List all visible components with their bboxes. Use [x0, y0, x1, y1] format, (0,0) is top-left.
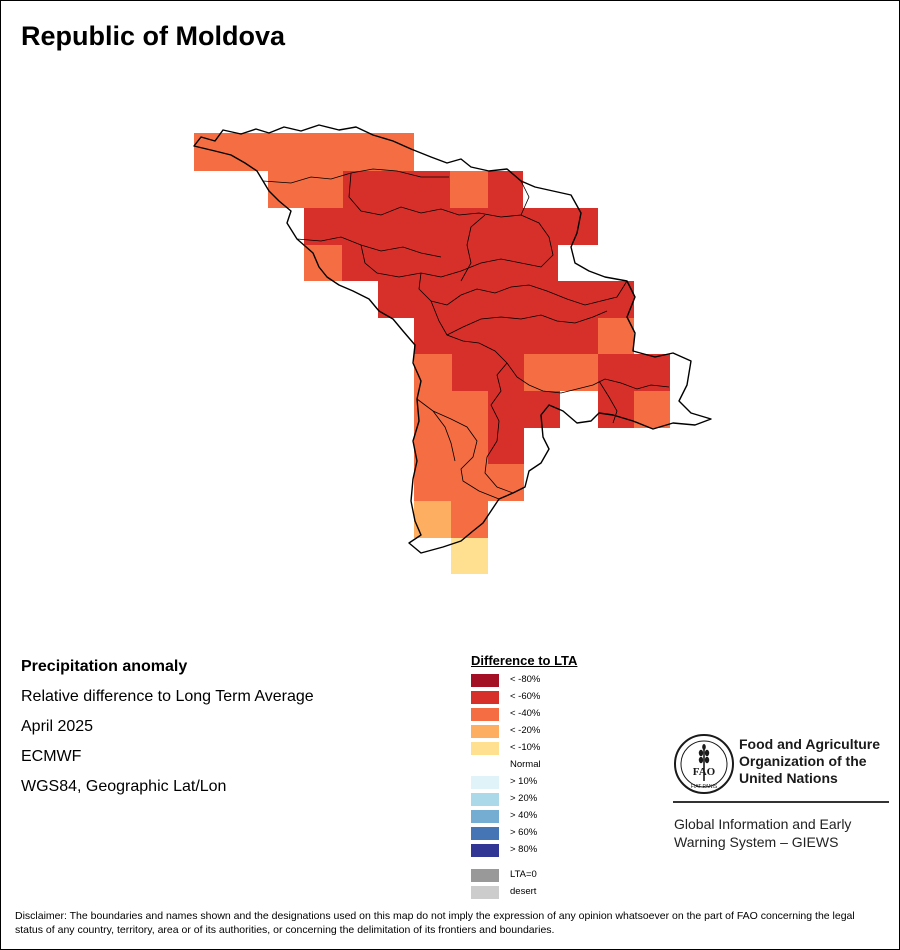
raster-cell	[524, 354, 598, 391]
legend-item: < -40%	[471, 707, 651, 724]
fao-emblem-letters: FAO	[693, 766, 716, 778]
map-projection: WGS84, Geographic Lat/Lon	[21, 778, 227, 795]
raster-cell	[378, 281, 634, 318]
legend-label: LTA=0	[510, 869, 537, 880]
raster-cell	[452, 354, 524, 391]
giews-name: Global Information and Early Warning Sys…	[674, 816, 852, 850]
raster-cell	[343, 171, 450, 208]
raster-cell	[268, 171, 343, 208]
legend-item: LTA=0	[471, 868, 651, 885]
admin-boundaries	[262, 168, 670, 500]
legend-swatch	[471, 742, 499, 755]
raster-cell	[414, 464, 524, 501]
legend-item: < -10%	[471, 741, 651, 758]
country-boundary	[193, 124, 712, 554]
fao-emblem-icon: FAO FIAT PANIS	[674, 734, 734, 794]
legend-swatch	[471, 725, 499, 738]
legend-swatch	[471, 869, 499, 882]
raster-cell	[488, 428, 524, 464]
legend-title: Difference to LTA	[471, 653, 578, 668]
fao-logo-block: FAO FIAT PANIS Food and Agriculture Orga…	[673, 733, 889, 853]
logo-divider	[673, 801, 889, 803]
map-variable: Precipitation anomaly	[21, 658, 188, 675]
raster-cell	[634, 391, 670, 428]
raster-cell	[450, 171, 488, 208]
legend-swatch	[471, 810, 499, 823]
map-title: Republic of Moldova	[21, 21, 286, 51]
map-info: Precipitation anomaly Relative differenc…	[21, 657, 314, 807]
raster-cell	[598, 318, 634, 354]
legend: Difference to LTA < -80% < -60% < -40% < -2…	[471, 653, 651, 902]
legend-item: desert	[471, 885, 651, 902]
legend-swatch	[471, 691, 499, 704]
legend-item: > 10%	[471, 775, 651, 792]
raster-cell	[488, 391, 560, 428]
legend-swatch	[471, 776, 499, 789]
legend-item: < -80%	[471, 673, 651, 690]
anomaly-raster	[194, 133, 670, 574]
legend-swatch	[471, 708, 499, 721]
legend-item: > 40%	[471, 809, 651, 826]
legend-swatch	[471, 674, 499, 687]
legend-label: < -20%	[510, 725, 541, 736]
legend-item: Normal	[471, 758, 651, 775]
legend-label: > 20%	[510, 793, 538, 804]
legend-swatch	[471, 844, 499, 857]
raster-cell	[414, 391, 488, 428]
legend-label: > 60%	[510, 827, 538, 838]
raster-cell	[451, 538, 488, 574]
legend-item: > 20%	[471, 792, 651, 809]
legend-item: < -60%	[471, 690, 651, 707]
legend-swatch	[471, 793, 499, 806]
legend-item: > 60%	[471, 826, 651, 843]
fao-emblem-motto: FIAT PANIS	[691, 784, 718, 790]
raster-cell	[414, 428, 488, 464]
legend-label: < -40%	[510, 708, 541, 719]
fao-org-name: Food and Agriculture Organization of the…	[739, 736, 881, 786]
map-description: Relative difference to Long Term Average	[21, 688, 314, 705]
legend-label: < -10%	[510, 742, 541, 753]
legend-label: < -60%	[510, 691, 541, 702]
raster-cell	[414, 318, 598, 354]
legend-label: desert	[510, 886, 537, 897]
legend-label: > 10%	[510, 776, 538, 787]
legend-swatch	[471, 886, 499, 899]
raster-cell	[451, 501, 488, 538]
disclaimer: Disclaimer: The boundaries and names sho…	[15, 910, 855, 936]
raster-cell	[488, 171, 523, 208]
raster-cell	[194, 133, 414, 171]
anomaly-map	[193, 124, 712, 574]
map-source: ECMWF	[21, 748, 82, 765]
legend-label: < -80%	[510, 674, 541, 685]
legend-item: > 80%	[471, 843, 651, 860]
legend-item: < -20%	[471, 724, 651, 741]
legend-swatch	[471, 827, 499, 840]
raster-cell	[342, 245, 558, 281]
legend-label: Normal	[510, 759, 541, 770]
legend-label: > 40%	[510, 810, 538, 821]
legend-spacer	[471, 860, 651, 868]
legend-label: > 80%	[510, 844, 538, 855]
raster-cell	[598, 354, 670, 391]
map-period: April 2025	[21, 718, 94, 735]
legend-items: < -80% < -60% < -40% < -20% < -10% Normal > 10…	[471, 673, 651, 902]
